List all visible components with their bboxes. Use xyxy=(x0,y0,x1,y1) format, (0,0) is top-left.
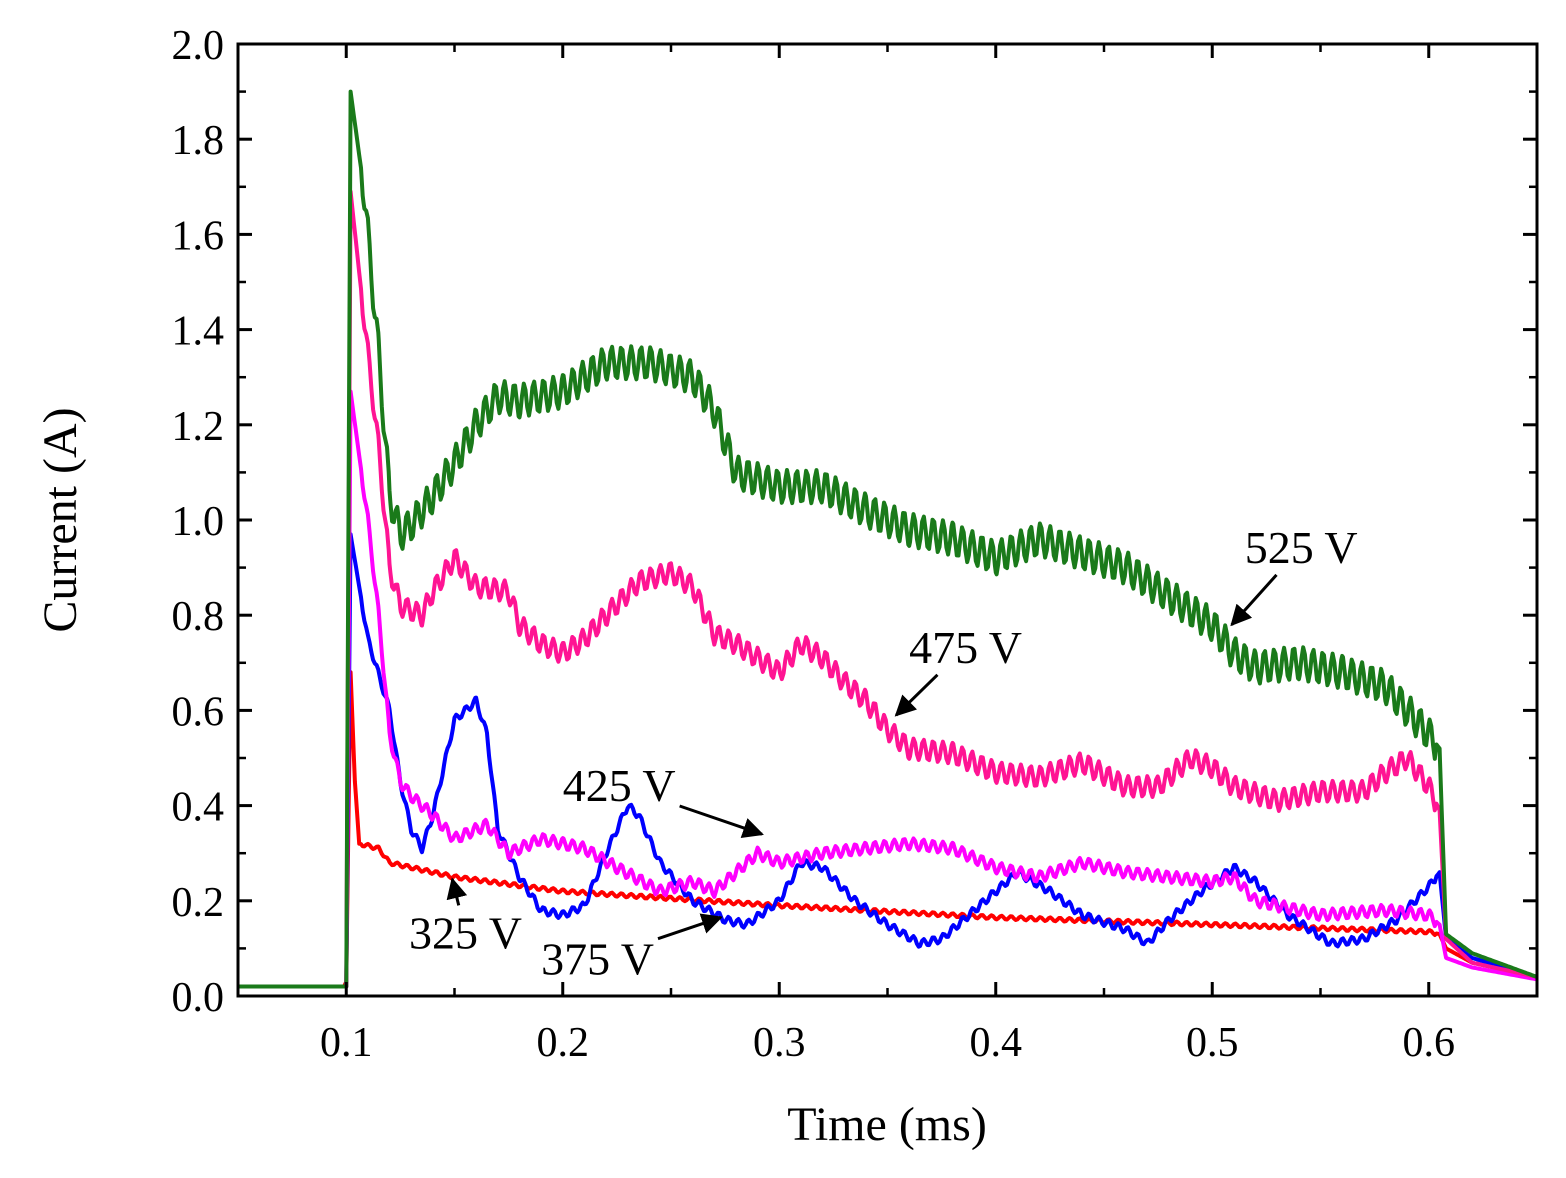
x-axis-title: Time (ms) xyxy=(787,1098,987,1151)
series-layer xyxy=(238,89,1537,989)
axis-ticks: 0.1 0.2 0.3 0.4 0.5 0.6 0.0 0.2 0.4 0.6 0.8 1.0 1.2 1… xyxy=(172,23,1539,1066)
y-tick-label: 0.0 xyxy=(172,975,225,1021)
x-tick-label: 0.6 xyxy=(1403,1020,1456,1066)
y-tick-label: 2.0 xyxy=(172,23,225,69)
annotation-arrow xyxy=(1230,573,1278,627)
y-tick-label: 1.2 xyxy=(172,404,225,450)
series-line-375v xyxy=(238,532,1537,989)
x-tick-label: 0.3 xyxy=(753,1020,806,1066)
y-tick-label: 0.2 xyxy=(172,880,225,926)
x-tick-label: 0.5 xyxy=(1186,1020,1239,1066)
y-axis-title: Current (A) xyxy=(34,407,87,632)
series-line-425v xyxy=(238,389,1537,989)
x-tick-label: 0.2 xyxy=(537,1020,590,1066)
annotation-label: 525 V xyxy=(1245,522,1358,573)
x-tick-label: 0.1 xyxy=(320,1020,373,1066)
annotation-arrow xyxy=(679,804,764,838)
y-tick-label: 1.4 xyxy=(172,309,225,355)
annotation-label: 475 V xyxy=(909,622,1022,673)
series-line-325v xyxy=(238,670,1537,989)
annotation-arrow xyxy=(894,673,939,717)
y-tick-label: 0.4 xyxy=(172,785,225,831)
annotation-label: 425 V xyxy=(563,760,676,811)
annotation-label: 375 V xyxy=(541,934,654,985)
series-line-525v xyxy=(238,89,1537,989)
annotation-label: 325 V xyxy=(409,907,522,958)
y-tick-label: 0.6 xyxy=(172,689,225,735)
series-line-475v xyxy=(238,189,1537,989)
annotation-arrow xyxy=(657,913,723,941)
y-tick-label: 1.8 xyxy=(172,118,225,164)
annotation-layer: 325 V 375 V 425 V 475 V 525 V xyxy=(409,522,1358,985)
y-tick-label: 1.6 xyxy=(172,213,225,259)
y-tick-label: 0.8 xyxy=(172,594,225,640)
annotation-arrow xyxy=(446,877,468,906)
x-tick-label: 0.4 xyxy=(970,1020,1023,1066)
y-tick-label: 1.0 xyxy=(172,499,225,545)
